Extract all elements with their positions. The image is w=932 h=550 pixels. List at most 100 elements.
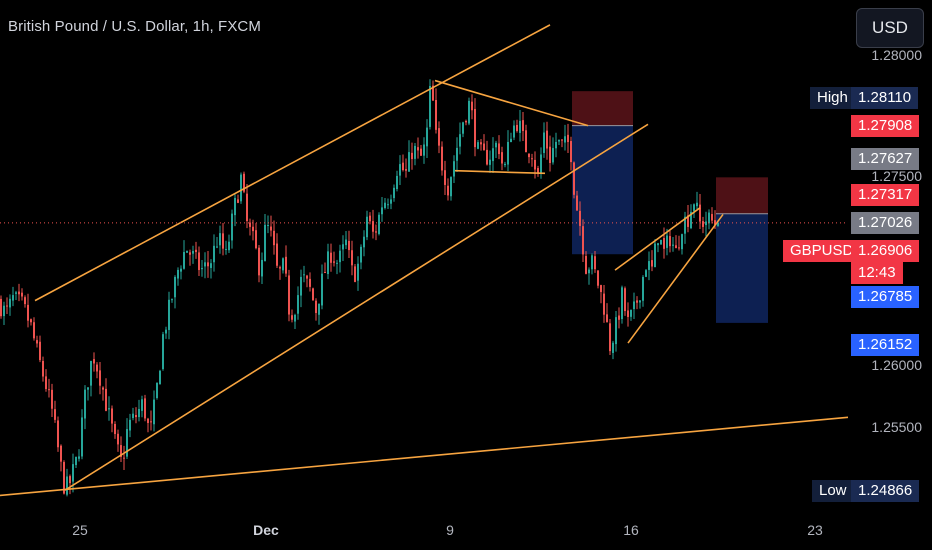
- candle-body: [180, 268, 182, 272]
- candle-body: [261, 259, 263, 277]
- candle-body: [102, 387, 104, 390]
- candle-body: [555, 141, 557, 149]
- candle-body: [567, 134, 569, 143]
- candle-body: [489, 159, 491, 165]
- price-tag-target-2: 1.26152: [851, 334, 920, 356]
- candle-body: [156, 382, 158, 399]
- candle-body: [546, 130, 548, 149]
- candle-body: [669, 236, 671, 247]
- candle-body: [291, 315, 293, 320]
- candle-body: [366, 216, 368, 238]
- candle-body: [630, 309, 632, 317]
- candle-body: [159, 370, 161, 385]
- candle-body: [657, 243, 659, 246]
- candle-body: [96, 364, 98, 372]
- candle-body: [132, 413, 134, 419]
- candlesticks: [0, 79, 719, 497]
- candle-body: [99, 370, 101, 386]
- candle-body: [303, 274, 305, 276]
- candle-body: [198, 252, 200, 271]
- candle-body: [588, 269, 590, 274]
- candle-body: [72, 464, 74, 482]
- candle-body: [372, 221, 374, 232]
- candle-body: [357, 263, 359, 281]
- candle-body: [387, 204, 389, 206]
- candle-body: [495, 142, 497, 148]
- candle-body: [663, 238, 665, 249]
- time-tick-label: Dec: [253, 522, 279, 538]
- candle-body: [279, 267, 281, 269]
- candle-body: [528, 153, 530, 158]
- candle-body: [30, 319, 32, 323]
- candle-body: [330, 252, 332, 263]
- low-label-tag: Low: [812, 480, 854, 502]
- candle-body: [315, 300, 317, 313]
- candle-body: [513, 125, 515, 138]
- currency-button[interactable]: USD: [856, 8, 924, 48]
- candle-body: [360, 246, 362, 263]
- candle-body: [675, 245, 677, 249]
- candle-body: [120, 445, 122, 457]
- candle-body: [552, 148, 554, 163]
- candle-body: [423, 144, 425, 156]
- candle-body: [69, 476, 71, 484]
- candle-body: [66, 476, 68, 495]
- candle-body: [435, 99, 437, 130]
- price-tick-label: 1.25500: [871, 419, 922, 435]
- candle-body: [396, 175, 398, 189]
- trendline: [434, 79, 589, 127]
- candle-body: [270, 226, 272, 231]
- candle-body: [87, 387, 89, 390]
- candle-body: [189, 252, 191, 255]
- candle-body: [483, 143, 485, 151]
- candle-body: [609, 323, 611, 352]
- candle-body: [684, 216, 686, 234]
- price-tag-stop-1: 1.27908: [851, 115, 920, 137]
- candle-body: [534, 159, 536, 170]
- time-tick-label: 23: [807, 522, 823, 538]
- candle-body: [708, 212, 710, 224]
- position-boxes: [572, 91, 768, 323]
- candle-body: [450, 177, 452, 197]
- price-tag-target-1: 1.26785: [851, 286, 920, 308]
- candle-body: [3, 305, 5, 317]
- candle-body: [342, 244, 344, 250]
- candle-body: [117, 433, 119, 445]
- target-zone: [716, 213, 768, 323]
- candle-body: [216, 246, 218, 248]
- trendline: [614, 207, 701, 271]
- candle-body: [375, 231, 377, 233]
- candle-body: [174, 277, 176, 298]
- candle-body: [492, 148, 494, 162]
- candle-body: [699, 204, 701, 222]
- candle-body: [456, 147, 458, 161]
- candle-body: [210, 263, 212, 268]
- candle-body: [324, 272, 326, 274]
- candle-body: [408, 152, 410, 172]
- candle-body: [51, 389, 53, 409]
- candle-body: [183, 252, 185, 269]
- candle-body: [612, 342, 614, 353]
- candle-body: [639, 300, 641, 303]
- candle-body: [294, 314, 296, 322]
- candle-body: [45, 376, 47, 390]
- candle-body: [126, 429, 128, 457]
- price-tag-entry-1: 1.27627: [851, 148, 920, 170]
- candle-body: [597, 270, 599, 286]
- candle-body: [21, 292, 23, 297]
- candle-countdown: 12:43: [851, 262, 903, 284]
- chart-title: British Pound / U.S. Dollar, 1h, FXCM: [8, 18, 261, 35]
- candle-body: [348, 240, 350, 251]
- candle-body: [591, 255, 593, 270]
- candle-body: [243, 173, 245, 192]
- candle-body: [627, 310, 629, 317]
- candle-body: [402, 162, 404, 171]
- candle-body: [549, 146, 551, 163]
- candle-body: [234, 197, 236, 216]
- candle-body: [510, 138, 512, 143]
- candle-body: [504, 163, 506, 166]
- candle-body: [531, 158, 533, 160]
- candle-body: [219, 233, 221, 246]
- candle-body: [144, 398, 146, 419]
